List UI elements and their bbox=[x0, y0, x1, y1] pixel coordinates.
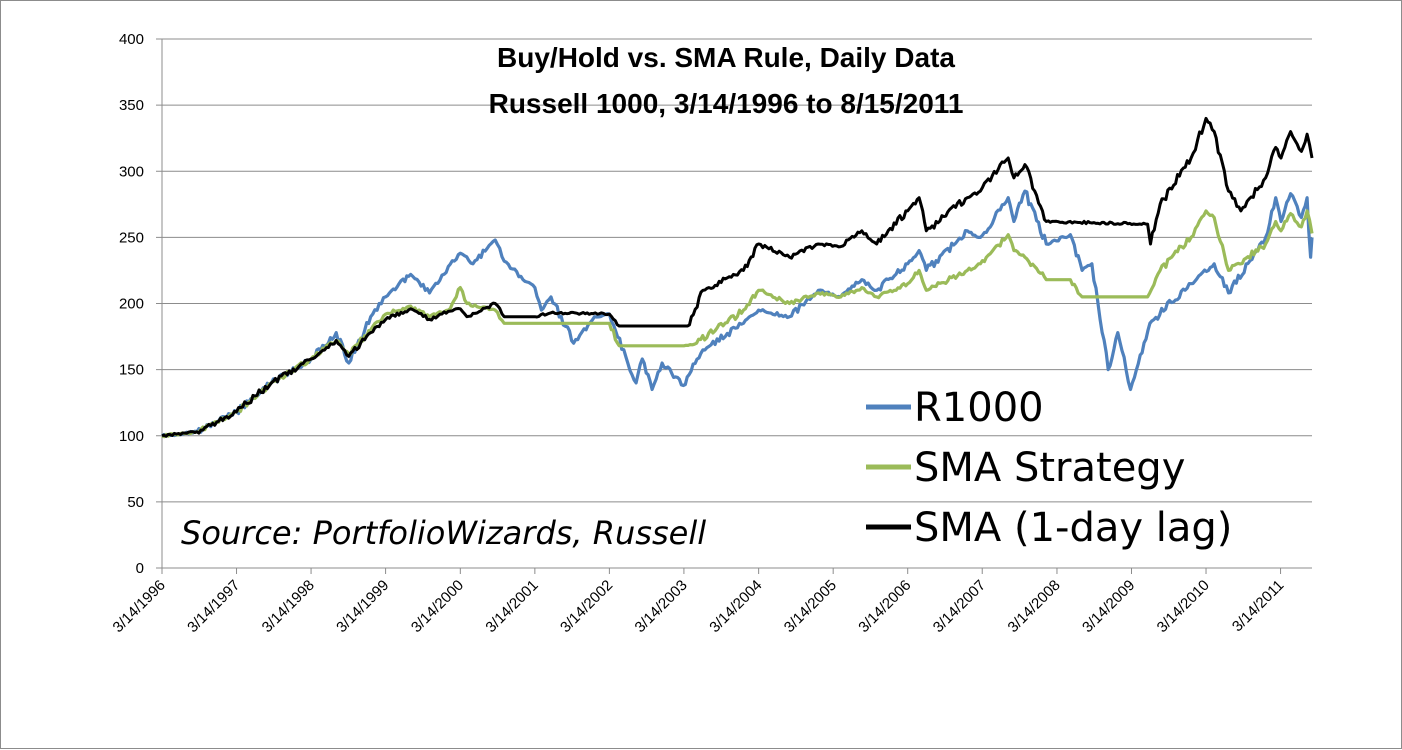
series-line-sma-strategy bbox=[161, 209, 1314, 439]
chart-subtitle: Russell 1000, 3/14/1996 to 8/15/2011 bbox=[489, 88, 964, 119]
series-line-r1000 bbox=[161, 189, 1314, 438]
legend: R1000 SMA Strategy SMA (1-day lag) bbox=[866, 385, 1232, 551]
x-tick-label: 3/14/2008 bbox=[1005, 577, 1064, 636]
y-tick-label: 50 bbox=[127, 494, 144, 511]
x-tick-label: 3/14/2004 bbox=[706, 577, 765, 636]
series-line-sma-1-day-lag- bbox=[161, 116, 1314, 438]
x-tick-label: 3/14/1996 bbox=[110, 577, 169, 636]
series-lines bbox=[161, 116, 1314, 439]
y-tick-label: 350 bbox=[119, 97, 144, 114]
y-tick-label: 300 bbox=[119, 163, 144, 180]
y-tick-label: 0 bbox=[136, 560, 144, 577]
y-tick-label: 150 bbox=[119, 362, 144, 379]
legend-label: R1000 bbox=[914, 385, 1044, 431]
x-tick-label: 3/14/2011 bbox=[1229, 577, 1287, 635]
axes bbox=[156, 38, 1312, 574]
y-tick-label: 250 bbox=[119, 229, 144, 246]
legend-label: SMA (1-day lag) bbox=[914, 505, 1232, 551]
source-annotation: Source: PortfolioWizards, Russell bbox=[181, 514, 706, 552]
gridlines bbox=[162, 38, 1312, 503]
y-tick-label: 100 bbox=[119, 428, 144, 445]
x-tick-label: 3/14/1997 bbox=[184, 577, 243, 636]
x-tick-label: 3/14/2003 bbox=[632, 577, 691, 636]
y-tick-label: 400 bbox=[119, 31, 144, 48]
x-tick-label: 3/14/2010 bbox=[1154, 577, 1213, 636]
x-tick-label: 3/14/2006 bbox=[855, 577, 914, 636]
x-tick-label: 3/14/2002 bbox=[557, 577, 616, 636]
x-tick-label: 3/14/2005 bbox=[781, 577, 840, 636]
x-tick-label: 3/14/1999 bbox=[333, 577, 392, 636]
x-tick-label: 3/14/2009 bbox=[1079, 577, 1138, 636]
chart-title: Buy/Hold vs. SMA Rule, Daily Data bbox=[497, 42, 955, 73]
y-tick-label: 200 bbox=[119, 296, 144, 313]
legend-label: SMA Strategy bbox=[914, 445, 1185, 491]
x-axis-ticks: 3/14/1996 3/14/1997 3/14/1998 3/14/1999 3/14… bbox=[110, 577, 1288, 636]
x-tick-label: 3/14/2007 bbox=[930, 577, 989, 636]
x-tick-label: 3/14/2001 bbox=[482, 577, 541, 636]
x-tick-label: 3/14/1998 bbox=[259, 577, 318, 636]
y-axis-ticks: 0 50 100 150 200 250 300 350 400 bbox=[119, 31, 144, 577]
x-tick-label: 3/14/2000 bbox=[408, 577, 467, 636]
